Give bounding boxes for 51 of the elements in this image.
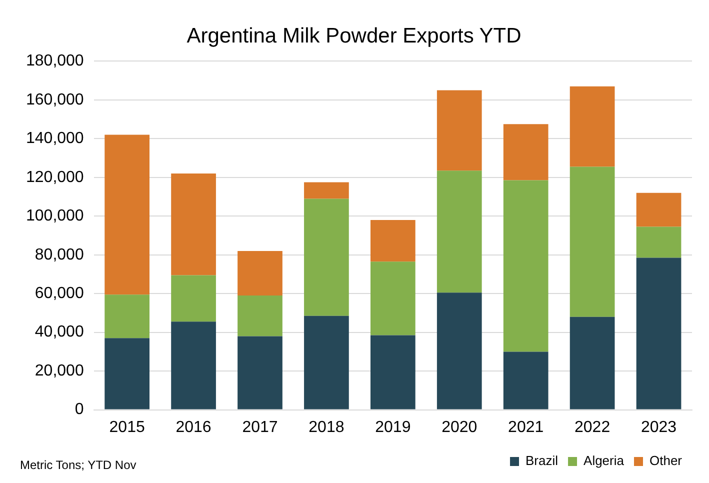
bar xyxy=(171,174,216,276)
x-tick-label: 2016 xyxy=(176,418,212,436)
bar xyxy=(636,192,682,227)
x-tick-label: 2019 xyxy=(375,418,411,436)
y-tick-label: 100,000 xyxy=(26,208,84,225)
x-tick-label: 2020 xyxy=(442,418,478,436)
x-tick-label: 2017 xyxy=(242,418,278,436)
bar xyxy=(238,296,282,336)
bar xyxy=(238,336,282,410)
bar xyxy=(636,226,682,258)
x-tick-label: 2018 xyxy=(308,418,344,436)
bar xyxy=(104,134,150,295)
bar xyxy=(570,86,615,167)
bar xyxy=(304,198,349,316)
bar xyxy=(104,338,150,410)
bar xyxy=(503,180,548,352)
bar xyxy=(370,335,416,410)
bar xyxy=(370,262,416,336)
y-tick-label: 80,000 xyxy=(34,246,84,264)
text: Metric Tons; YTD Nov xyxy=(20,458,136,472)
bar xyxy=(436,292,482,410)
bar xyxy=(171,275,216,322)
x-tick-label: 2015 xyxy=(109,418,145,436)
bar xyxy=(570,316,615,410)
bar xyxy=(570,166,615,317)
bar xyxy=(104,294,150,338)
y-tick-label: 180,000 xyxy=(26,52,84,70)
bar xyxy=(503,124,548,180)
bar xyxy=(436,170,482,293)
chart-title: Argentina Milk Powder Exports YTD xyxy=(186,24,522,48)
bar xyxy=(436,90,482,171)
x-tick-label: 2021 xyxy=(508,418,544,436)
y-tick-label: 60,000 xyxy=(34,285,84,302)
bar xyxy=(304,316,349,410)
y-tick-label: 120,000 xyxy=(26,168,84,186)
y-tick-label: 140,000 xyxy=(26,130,84,148)
legend-label: Brazil xyxy=(526,453,558,468)
bar xyxy=(370,220,416,262)
bar xyxy=(171,322,216,410)
bar xyxy=(636,258,682,410)
legend-label: Other xyxy=(649,453,683,468)
y-tick-label: 0 xyxy=(74,401,84,418)
bar xyxy=(503,352,548,410)
y-tick-label: 20,000 xyxy=(34,362,84,380)
y-tick-label: 160,000 xyxy=(26,91,84,108)
x-tick-label: 2022 xyxy=(574,418,610,436)
bar xyxy=(304,182,349,199)
bar xyxy=(238,250,282,296)
x-tick-label: 2023 xyxy=(640,418,677,436)
legend-label: Algeria xyxy=(584,453,625,468)
y-tick-label: 40,000 xyxy=(34,324,84,341)
